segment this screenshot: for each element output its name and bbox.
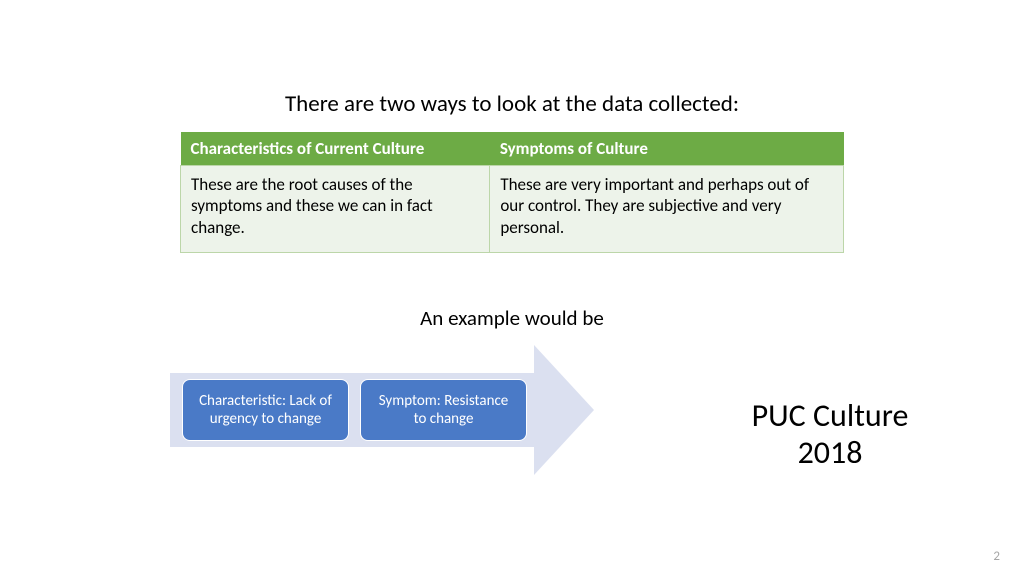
table-header-cell: Characteristics of Current Culture (181, 132, 490, 166)
table-row: These are the root causes of the symptom… (181, 166, 844, 253)
example-subtitle: An example would be (0, 305, 1024, 331)
page-number: 2 (993, 549, 1000, 564)
table-header-cell: Symptoms of Culture (490, 132, 844, 166)
symptom-box: Symptom: Resistance to change (360, 379, 527, 441)
characteristic-box: Characteristic: Lack of urgency to chang… (182, 379, 349, 441)
culture-table: Characteristics of Current Culture Sympt… (180, 132, 844, 253)
arrow-head-icon (534, 345, 594, 475)
table-cell: These are the root causes of the symptom… (181, 166, 490, 253)
slide-title: There are two ways to look at the data c… (0, 90, 1024, 118)
footer-line-2: 2018 (798, 433, 863, 472)
process-arrow: Characteristic: Lack of urgency to chang… (170, 345, 620, 475)
footer-title: PUC Culture 2018 (680, 398, 980, 472)
table-header-row: Characteristics of Current Culture Sympt… (181, 132, 844, 166)
footer-line-1: PUC Culture (752, 396, 909, 435)
table-cell: These are very important and perhaps out… (490, 166, 844, 253)
